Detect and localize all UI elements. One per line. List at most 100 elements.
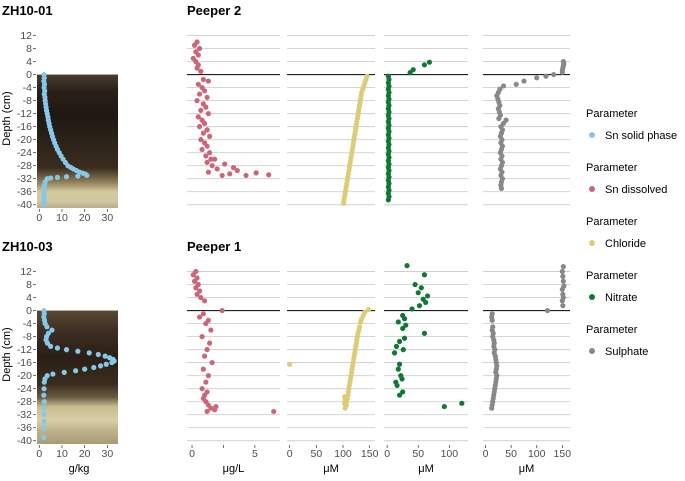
data-point-nitrate [394,382,400,389]
data-point-sn-dissolved [266,172,272,178]
data-point-nitrate [421,62,428,68]
data-point-sn-solid-phase [103,361,109,367]
legend-label: Nitrate [605,292,637,304]
y-tick-label: -40 [17,435,32,447]
legend-label: Sn solid phase [605,130,677,142]
data-point-sn-solid-phase [84,172,90,179]
data-point-sulphate [559,69,565,75]
y-tick-label: -36 [17,186,32,198]
data-point-sn-solid-phase [41,425,47,431]
data-point-sn-solid-phase [97,363,104,369]
data-point-sn-solid-phase [44,324,50,330]
y-tick-label: -4 [23,318,32,330]
data-point-sn-dissolved [196,45,203,52]
data-point-sn-dissolved [212,156,218,162]
x-tick-label: 0 [384,448,390,460]
data-point-nitrate [399,376,405,382]
data-point-nitrate [426,59,433,65]
data-point-sn-dissolved [199,386,205,392]
y-tick-label: -24 [17,383,32,395]
y-tick-label: -20 [17,370,32,382]
data-point-sn-solid-phase [41,202,47,208]
data-point-nitrate [416,303,423,309]
x-tick-label: 20 [79,212,91,224]
data-point-sn-solid-phase [91,364,97,371]
y-tick-label: -4 [23,82,32,94]
core-title: ZH10-01 [2,3,53,18]
legend-title: Parameter [586,162,638,174]
data-point-sn-dissolved [194,98,200,104]
data-point-sn-solid-phase [41,386,47,392]
data-point-sn-solid-phase [95,351,101,358]
panel-sn-solid-phase: 0 10 20 30 g/kg [36,307,118,475]
data-point-sn-dissolved [204,143,210,149]
data-point-sulphate [559,286,565,293]
data-point-sn-solid-phase [72,368,79,374]
y-axis-label: Depth (cm) [1,327,13,381]
data-point-sn-dissolved [227,171,233,177]
data-point-nitrate [391,350,398,356]
data-point-sulphate [560,264,566,270]
y-tick-label: -20 [17,134,32,146]
panel-nitrate [384,35,468,206]
x-tick-label: 100 [334,448,352,460]
data-point-nitrate [421,330,428,336]
data-point-sn-dissolved [200,366,206,372]
legend-key [589,240,595,246]
y-tick-label: 8 [26,43,32,55]
data-point-sn-dissolved [201,88,208,94]
y-tick-label: -12 [17,344,32,356]
row-zh10-03: ZH10-03 Peeper 112840-4-8-12-16-20-24-28-… [1,239,571,475]
data-point-nitrate [400,325,406,332]
legend-key [589,348,595,354]
y-tick-label: 12 [20,30,32,42]
data-point-nitrate [395,366,401,372]
data-point-sulphate [560,273,566,279]
data-point-nitrate [400,389,406,395]
data-point-chloride [366,306,372,313]
data-point-sulphate [521,78,527,84]
y-tick-label: -8 [23,95,32,107]
y-tick-label: -24 [17,147,32,159]
data-point-chloride [287,361,293,367]
data-point-sn-dissolved [219,172,225,179]
y-tick-label: -28 [17,160,32,172]
x-tick-label: 0 [189,448,195,460]
data-point-sulphate [498,185,505,192]
legend-title: Parameter [586,324,638,336]
legend-key [589,132,595,138]
legend-key [589,186,595,192]
data-point-sulphate [543,73,549,79]
panel-sulphate [483,35,570,206]
data-point-sn-dissolved [199,334,205,340]
data-point-sn-solid-phase [86,350,92,356]
data-point-sn-dissolved [204,127,210,133]
y-tick-label: 4 [26,292,32,304]
data-point-sn-solid-phase [50,371,56,377]
data-point-chloride [342,405,348,411]
data-point-sn-dissolved [200,130,206,136]
data-point-sn-dissolved [194,291,200,297]
data-point-sulphate [551,71,557,78]
y-tick-label: 0 [26,305,32,317]
y-tick-label: -36 [17,422,32,434]
y-tick-label: -12 [17,108,32,120]
data-point-nitrate [407,70,413,76]
data-point-sn-solid-phase [63,347,70,353]
data-point-nitrate [418,285,424,291]
peeper-title: Peeper 1 [187,239,241,254]
data-point-nitrate [396,338,403,345]
y-tick-label: -32 [17,409,32,421]
x-tick-label: 150 [361,448,379,460]
data-point-sn-dissolved [201,353,208,359]
y-tick-label: -16 [17,357,32,369]
data-point-sulphate [496,115,502,122]
x-tick-label: 10 [56,448,68,460]
data-point-sn-dissolved [205,373,211,379]
data-point-sn-dissolved [203,153,209,159]
data-point-sn-solid-phase [41,412,47,418]
data-point-sn-dissolved [201,120,208,126]
panel-sn-dissolved: 0 5 μg/L [187,268,280,475]
data-point-sulphate [559,268,565,275]
data-point-sn-dissolved [208,156,214,162]
